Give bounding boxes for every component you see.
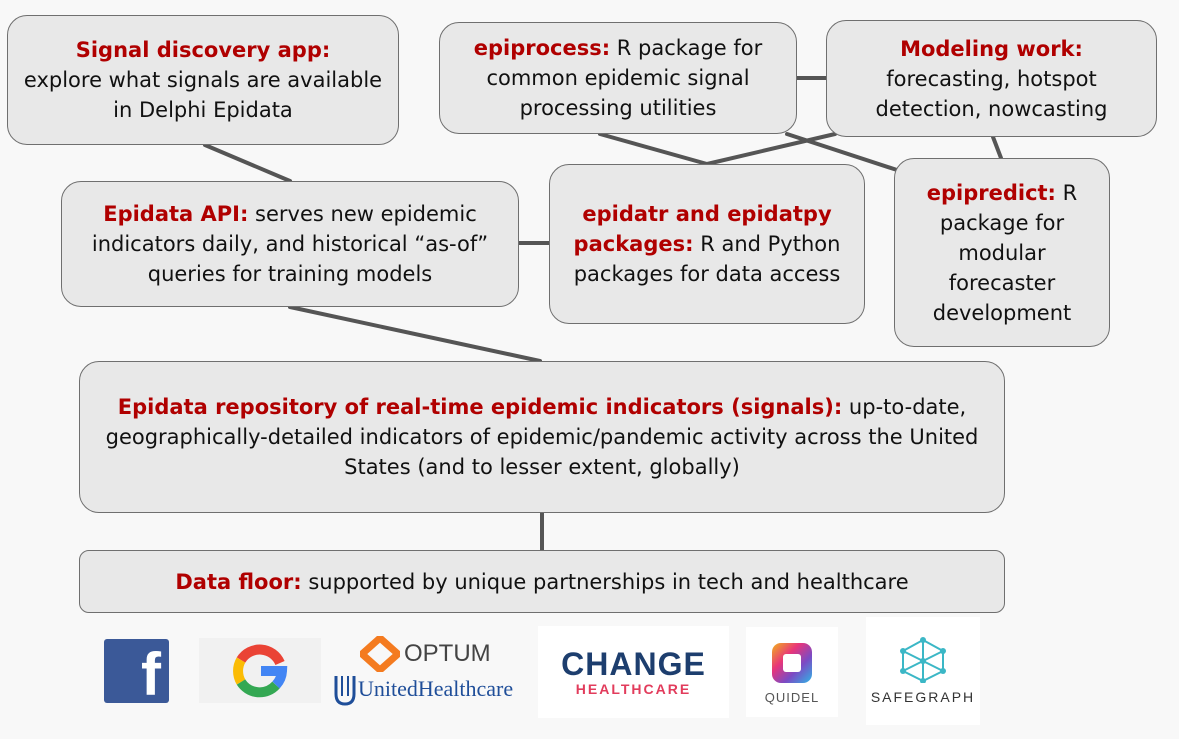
quidel-logo: QUIDEL: [746, 627, 838, 717]
connector-modeling-epipredict: [993, 137, 1001, 158]
epidata-api-title: Epidata API:: [103, 202, 248, 226]
connector-epidatr-epiprocess: [600, 134, 707, 164]
safegraph-icon: [898, 637, 948, 683]
connector-api-signal: [205, 145, 290, 181]
change-healthcare-logo: CHANGE HEALTHCARE: [538, 626, 729, 718]
modeling-title: Modeling work:: [900, 37, 1083, 61]
modeling-box: Modeling work: forecasting, hotspot detec…: [826, 20, 1157, 137]
safegraph-logo: SAFEGRAPH: [866, 617, 980, 725]
optum-uhc-logo: OPTUM UnitedHealthcare: [334, 626, 534, 716]
epiprocess-box: epiprocess: R package for common epidemi…: [439, 22, 797, 134]
epidata-api-box: Epidata API: serves new epidemic indicat…: [61, 181, 519, 307]
uhc-icon: [334, 672, 356, 706]
facebook-logo: f: [104, 639, 169, 703]
repository-title: Epidata repository of real-time epidemic…: [118, 395, 842, 419]
change-text: CHANGE: [561, 647, 706, 681]
google-icon: [232, 643, 288, 699]
modeling-body: forecasting, hotspot detection, nowcasti…: [876, 67, 1108, 121]
signal-discovery-title: Signal discovery app:: [76, 38, 331, 62]
epipredict-title: epipredict:: [927, 181, 1056, 205]
optum-icon: [360, 636, 400, 672]
facebook-glyph: f: [141, 647, 161, 703]
signal-discovery-body: explore what signals are available in De…: [24, 68, 382, 122]
quidel-text: QUIDEL: [765, 690, 819, 705]
data-floor-body: supported by unique partnerships in tech…: [302, 570, 909, 594]
safegraph-text: SAFEGRAPH: [871, 689, 975, 705]
optum-text: OPTUM: [404, 640, 491, 668]
connector-api-repository: [290, 307, 540, 361]
epiprocess-title: epiprocess:: [474, 36, 610, 60]
data-floor-box: Data floor: supported by unique partners…: [79, 550, 1005, 613]
change-healthcare-text: HEALTHCARE: [576, 681, 691, 697]
epipredict-box: epipredict: R package for modular foreca…: [894, 158, 1110, 347]
google-logo: [199, 638, 321, 703]
connector-epidatr-modeling: [707, 134, 835, 164]
quidel-icon: [769, 640, 815, 686]
repository-box: Epidata repository of real-time epidemic…: [79, 361, 1005, 513]
data-floor-title: Data floor:: [175, 570, 301, 594]
epidatr-box: epidatr and epidatpy packages: R and Pyt…: [549, 164, 865, 324]
signal-discovery-box: Signal discovery app: explore what signal…: [7, 15, 399, 145]
uhc-text: UnitedHealthcare: [358, 676, 513, 702]
